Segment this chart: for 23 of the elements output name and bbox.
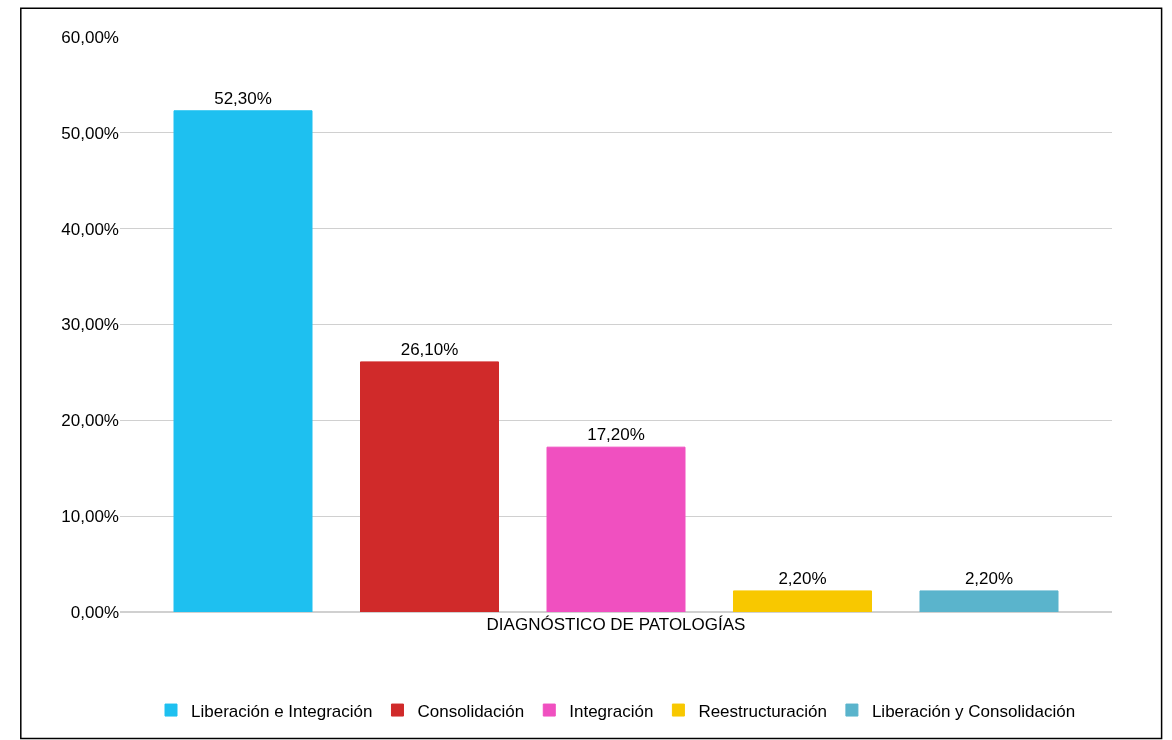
- bar: [546, 446, 686, 612]
- bar: [360, 361, 500, 612]
- data-label: 52,30%: [214, 88, 272, 108]
- y-tick-label: 10,00%: [61, 507, 119, 527]
- y-tick-label: 50,00%: [61, 123, 119, 143]
- y-tick-label: 60,00%: [61, 27, 119, 47]
- y-tick-label: 30,00%: [61, 315, 119, 335]
- legend-label: Consolidación: [417, 701, 525, 721]
- bar: [732, 590, 872, 612]
- y-tick-label: 20,00%: [61, 411, 119, 431]
- data-label: 17,20%: [587, 425, 645, 445]
- data-label: 2,20%: [964, 568, 1014, 588]
- data-label: 2,20%: [778, 568, 827, 588]
- data-label: 26,10%: [400, 339, 459, 359]
- y-tick-label: 40,00%: [61, 219, 119, 239]
- y-tick-label: 0,00%: [70, 602, 119, 622]
- bar: [173, 110, 313, 612]
- x-tick-label: DIAGNÓSTICO DE PATOLOGÍAS: [486, 615, 746, 634]
- legend-label: Liberación y Consolidación: [871, 701, 1076, 721]
- legend-label: Integración: [569, 701, 654, 721]
- legend-label: Liberación e Integración: [191, 701, 373, 721]
- bar: [919, 590, 1059, 612]
- legend-label: Reestructuración: [698, 701, 827, 721]
